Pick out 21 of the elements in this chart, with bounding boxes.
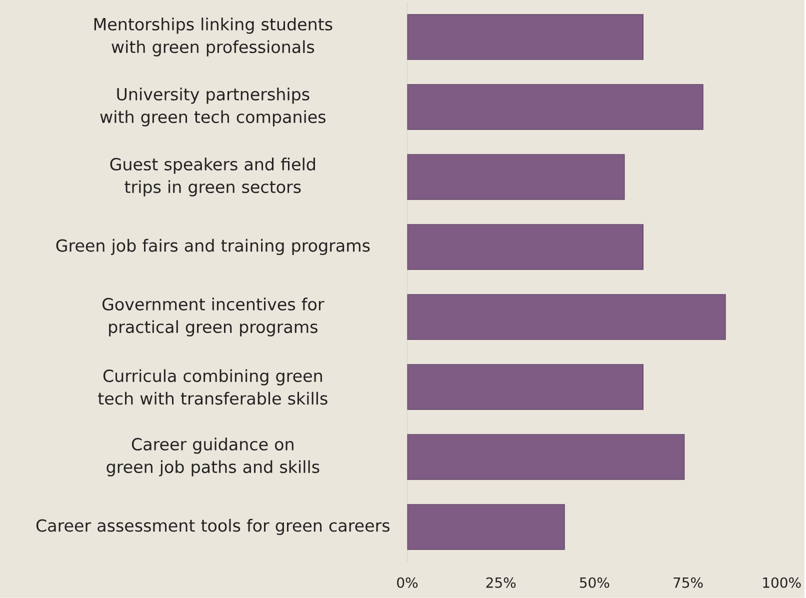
bar [407, 84, 704, 130]
x-tick-label: 100% [763, 577, 801, 588]
x-tick-label: 0% [397, 577, 418, 588]
y-tick-label: Career guidance on green job paths and skills [106, 438, 320, 476]
y-tick-label: Guest speakers and field trips in green sectors [110, 158, 315, 196]
bar [407, 154, 625, 200]
y-tick-label: Curricula combining green tech with transferable skills [98, 369, 328, 405]
bar [407, 294, 726, 340]
y-tick-label: Green job fairs and training programs [56, 238, 370, 256]
bar [407, 224, 644, 270]
bar [407, 434, 685, 480]
bar [407, 364, 644, 410]
y-tick-label: Career assessment tools for green careers [36, 518, 390, 536]
bar [407, 504, 565, 550]
x-tick-label: 75% [674, 577, 703, 588]
y-tick-label: Government incentives for practical green programs [102, 298, 324, 336]
y-tick-label: Mentorships linking students with green professionals [94, 18, 332, 56]
x-tick-label: 50% [580, 577, 610, 588]
x-tick-label: 25% [486, 577, 516, 588]
bar [407, 14, 644, 60]
y-tick-label: University partnerships with green tech companies [100, 88, 326, 126]
